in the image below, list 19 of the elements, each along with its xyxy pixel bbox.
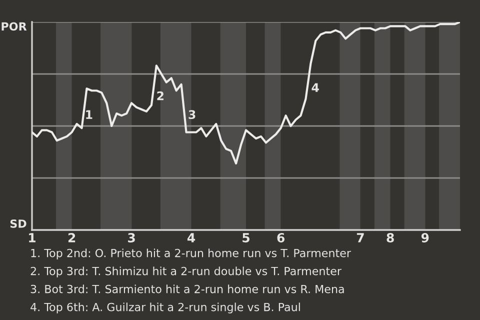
x-tick-label: 5 bbox=[242, 233, 250, 242]
x-tick-label: 9 bbox=[421, 233, 429, 242]
x-tick-label: 3 bbox=[128, 233, 135, 242]
x-tick-label: 2 bbox=[68, 233, 76, 242]
x-tick-label: 7 bbox=[356, 233, 364, 242]
x-tick-label: 4 bbox=[187, 233, 196, 242]
text: 2. Top 3rd: T. Shimizu hit a 2-run double vs T. Parmenter bbox=[30, 266, 342, 278]
x-tick-label: 1 bbox=[29, 233, 36, 242]
text: 1. Top 2nd: O. Prieto hit a 2-run home run vs T. Parmenter bbox=[31, 248, 352, 260]
text: 4. Top 6th: A. Guilzar hit a 2-run single vs B. Paul bbox=[30, 302, 300, 314]
text: SD bbox=[10, 219, 26, 228]
annotation: 3 bbox=[188, 110, 196, 120]
x-tick-label: 6 bbox=[277, 233, 285, 242]
annotation: 4 bbox=[312, 83, 319, 92]
annotation: 1 bbox=[86, 110, 92, 119]
annotation: 2 bbox=[157, 91, 164, 100]
text: 3. Bot 3rd: T. Sarmiento hit a 2-run home run vs R. Mena bbox=[30, 284, 344, 294]
x-tick-label: 8 bbox=[386, 233, 394, 242]
text: POR bbox=[2, 22, 27, 31]
